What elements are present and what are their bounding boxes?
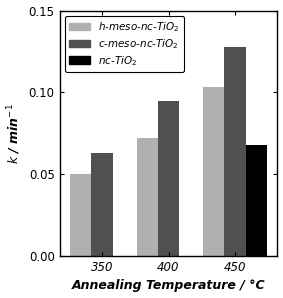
Bar — [203, 88, 224, 256]
X-axis label: Annealing Temperature / °C: Annealing Temperature / °C — [72, 280, 265, 292]
Bar — [70, 174, 91, 256]
Bar — [246, 145, 267, 256]
Bar — [91, 153, 113, 256]
Bar — [158, 100, 179, 256]
Legend: h-meso-nc-TiO$_2$, c-meso-nc-TiO$_2$, nc-TiO$_2$: h-meso-nc-TiO$_2$, c-meso-nc-TiO$_2$, nc… — [65, 16, 184, 72]
Y-axis label: $k$ / min$^{-1}$: $k$ / min$^{-1}$ — [6, 103, 23, 164]
Bar — [137, 138, 158, 256]
Bar — [224, 46, 246, 256]
